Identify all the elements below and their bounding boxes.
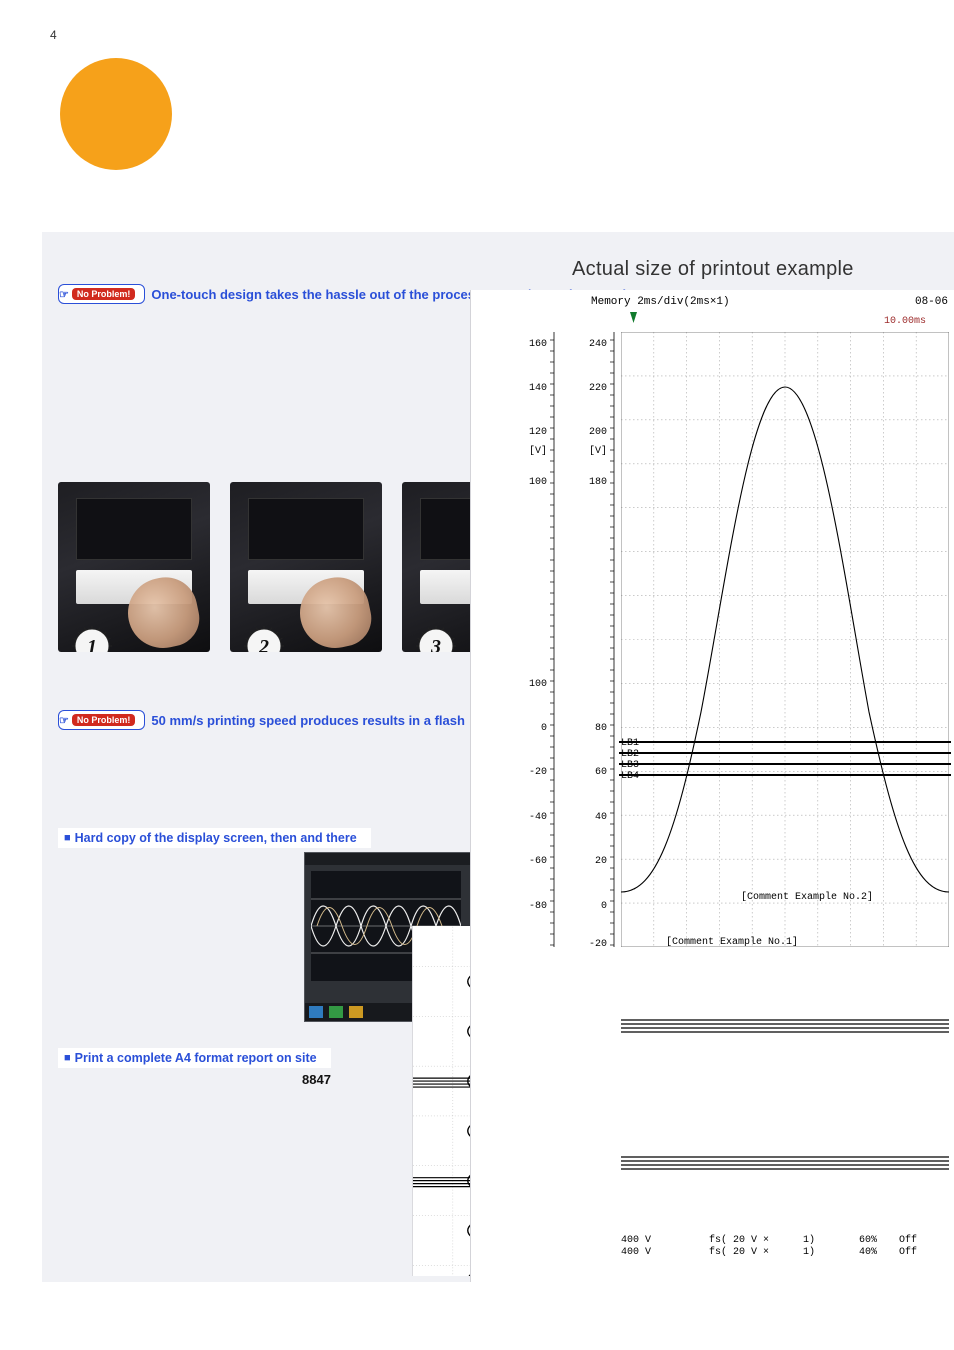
table-cell: 40% — [837, 1247, 899, 1259]
axis-tick: 140 — [519, 384, 547, 394]
page-number: 4 — [50, 28, 57, 42]
printout-footer-table: 400 Vfs( 20 V ×1)60%Off400 Vfs( 20 V ×1)… — [621, 1235, 949, 1259]
table-cell: 400 V — [621, 1235, 709, 1247]
printout-date: 08-06 — [915, 296, 948, 308]
axis-tick: 220 — [579, 384, 607, 394]
section-4-text: Print a complete A4 format report on sit… — [75, 1051, 317, 1065]
table-row: 400 Vfs( 20 V ×1)40%Off — [621, 1247, 949, 1259]
pointer-icon: ☞ — [59, 288, 69, 301]
axis-tick: 20 — [579, 857, 607, 867]
printout-title: Actual size of printout example — [572, 258, 854, 281]
axis-tick: 100 — [519, 680, 547, 690]
table-cell: Off — [899, 1235, 949, 1247]
axis-tick: 240 — [579, 340, 607, 350]
axis-tick: -80 — [519, 902, 547, 912]
printout-header: Memory 2ms/div(2ms×1) — [591, 296, 730, 308]
axis-tick: 0 — [579, 902, 607, 912]
hand-icon — [293, 571, 376, 652]
axis-tick: 100 — [519, 478, 547, 488]
axis2-unit: [V] — [579, 447, 607, 457]
table-row: 400 Vfs( 20 V ×1)60%Off — [621, 1235, 949, 1247]
section-2-heading: ☞ No Problem! 50 mm/s printing speed pro… — [58, 710, 465, 730]
table-cell: 1) — [803, 1247, 837, 1259]
step-badge-1: 1 — [72, 626, 112, 652]
axis-tick: 0 — [519, 724, 547, 734]
bullet-icon: ■ — [64, 832, 71, 844]
printout-rules — [621, 332, 949, 1237]
table-cell: 1) — [803, 1235, 837, 1247]
step-badge-2: 2 — [244, 626, 284, 652]
badge-text: No Problem! — [72, 714, 136, 726]
bullet-icon: ■ — [64, 1052, 71, 1064]
axis-tick: 80 — [579, 724, 607, 734]
axis-tick: -60 — [519, 857, 547, 867]
footer-icon — [349, 1006, 363, 1018]
axis1-ruler — [549, 332, 555, 952]
content-panel: Actual size of printout example ☞ No Pro… — [42, 232, 954, 1282]
badge-text: No Problem! — [72, 288, 136, 300]
section-3-text: Hard copy of the display screen, then an… — [75, 831, 357, 845]
section-3-heading: ■ Hard copy of the display screen, then … — [58, 828, 371, 848]
axis-tick: 40 — [579, 813, 607, 823]
table-cell: 60% — [837, 1235, 899, 1247]
printout-time: 10.00ms — [884, 316, 926, 327]
device-photo-1: 1 — [58, 482, 210, 652]
hand-icon — [121, 571, 204, 652]
section-2-text: 50 mm/s printing speed produces results … — [151, 713, 465, 728]
axis-tick: -40 — [519, 813, 547, 823]
svg-text:2: 2 — [258, 636, 269, 652]
printout-panel: Memory 2ms/div(2ms×1) 08-06 10.00ms 160 1… — [470, 290, 954, 1282]
table-cell: fs( 20 V × — [709, 1235, 803, 1247]
axis-tick: -20 — [579, 940, 607, 950]
no-problem-badge: ☞ No Problem! — [58, 710, 145, 730]
footer-icon — [329, 1006, 343, 1018]
section-4-heading: ■ Print a complete A4 format report on s… — [58, 1048, 331, 1068]
axis-tick: -20 — [519, 768, 547, 778]
table-cell: 400 V — [621, 1247, 709, 1259]
axis-tick: 200 — [579, 428, 607, 438]
axis-tick: 60 — [579, 768, 607, 778]
footer-icon — [309, 1006, 323, 1018]
table-cell: fs( 20 V × — [709, 1247, 803, 1259]
svg-text:3: 3 — [430, 636, 441, 652]
pointer-icon: ☞ — [59, 714, 69, 727]
axis-tick: 160 — [519, 340, 547, 350]
no-problem-badge: ☞ No Problem! — [58, 284, 145, 304]
axis2-ruler — [609, 332, 615, 952]
accent-circle — [60, 58, 172, 170]
svg-text:1: 1 — [87, 636, 97, 652]
device-photo-2: 2 — [230, 482, 382, 652]
model-number: 8847 — [302, 1072, 331, 1087]
marker-icon — [630, 312, 637, 323]
axis-tick: 180 — [579, 478, 607, 488]
step-badge-3: 3 — [416, 626, 456, 652]
axis-tick: 120 — [519, 428, 547, 438]
table-cell: Off — [899, 1247, 949, 1259]
axis1-unit: [V] — [519, 447, 547, 457]
